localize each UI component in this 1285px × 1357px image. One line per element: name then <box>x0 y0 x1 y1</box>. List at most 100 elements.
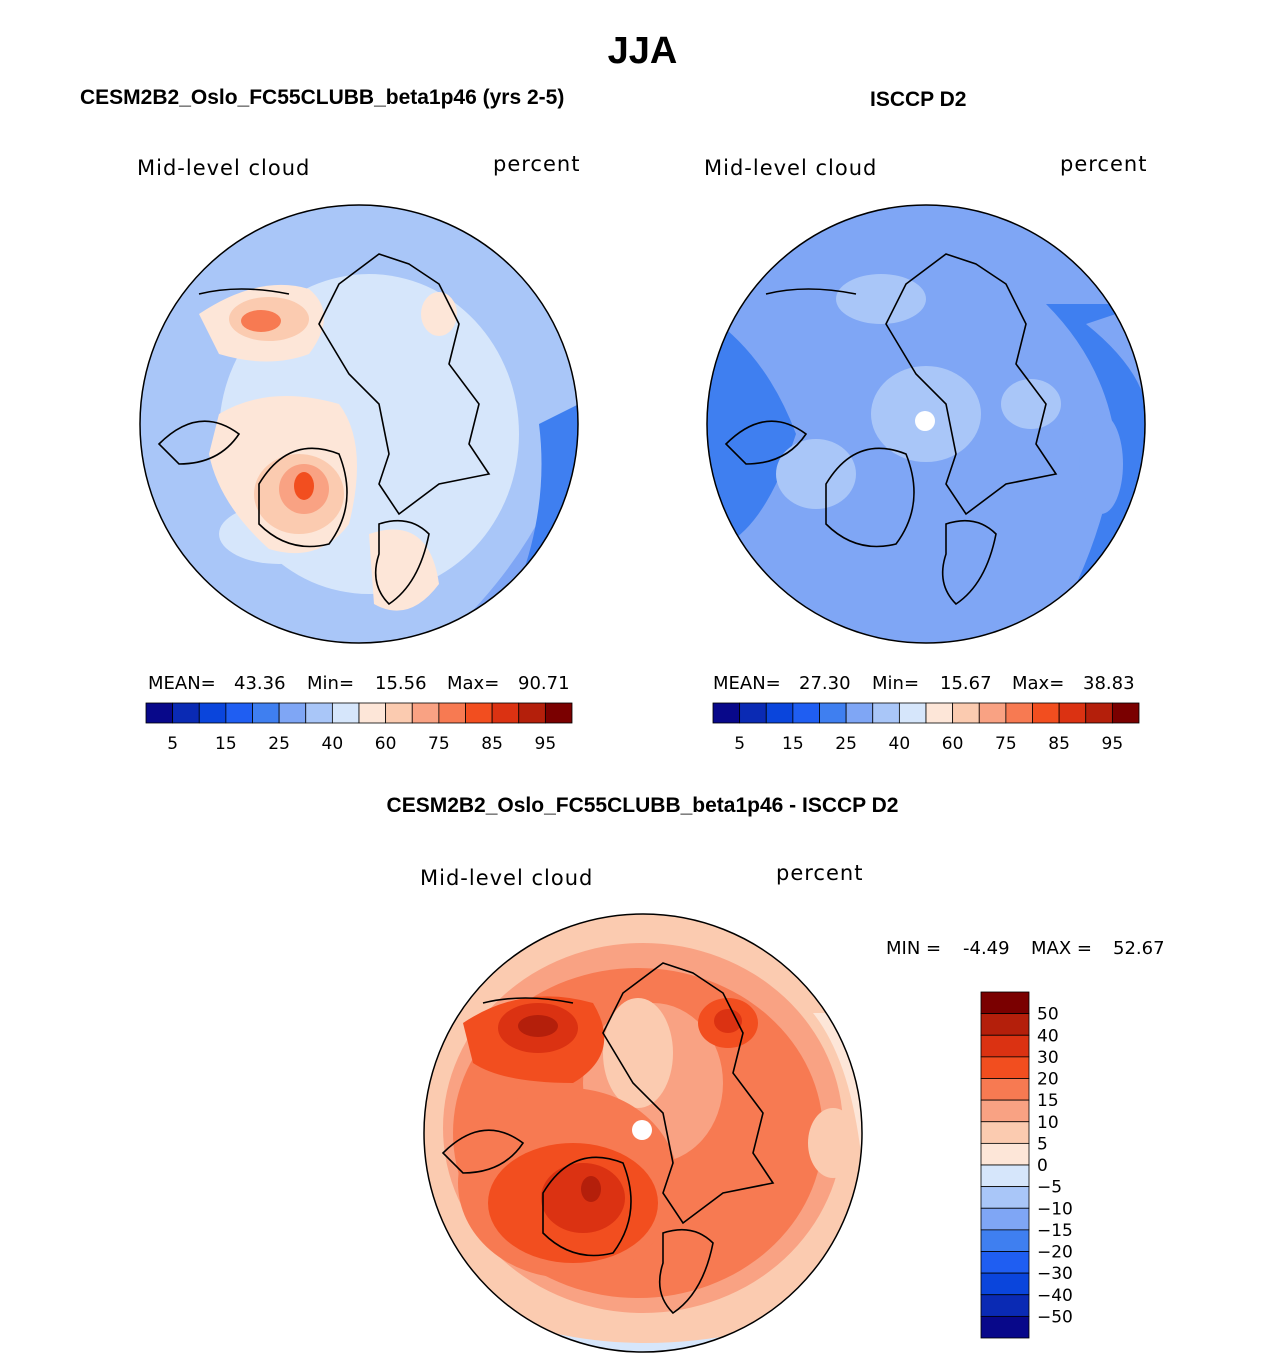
main-title: JJA <box>607 30 678 72</box>
panel1-colorbar-swatch <box>438 702 466 724</box>
panel3-colorbar-tick: 10 <box>1037 1113 1059 1133</box>
panel1-colorbar-swatch <box>544 702 573 724</box>
panel2-colorbar-swatch <box>898 702 927 724</box>
panel1-colorbar-swatch <box>305 702 333 724</box>
panel3-colorbar-swatch <box>980 1186 1030 1209</box>
panel1-colorbar-tick: 5 <box>167 734 178 754</box>
panel2-colorbar-tick: 60 <box>942 734 964 754</box>
panel1-mean-label: MEAN= <box>148 673 216 694</box>
panel2-colorbar-swatch <box>765 702 794 724</box>
panel1-colorbar-swatch <box>225 702 253 724</box>
panel3-colorbar-swatch <box>980 1294 1030 1317</box>
panel3-colorbar-tick: −20 <box>1037 1243 1073 1263</box>
panel1-colorbar-tick: 85 <box>481 734 503 754</box>
panel3-max-label: MAX = <box>1031 938 1092 959</box>
panel2-colorbar-swatch <box>819 702 847 724</box>
panel1-colorbar-tick: 60 <box>375 734 397 754</box>
panel1-colorbar-swatch <box>491 702 520 724</box>
panel3-colorbar-tick: −50 <box>1037 1307 1073 1327</box>
panel2-colorbar-swatch <box>1111 702 1140 724</box>
panel3-colorbar-swatch <box>980 1164 1030 1188</box>
panel3-colorbar-tick: −15 <box>1037 1221 1073 1241</box>
panel3-colorbar-tick: −40 <box>1037 1286 1073 1306</box>
panel3-colorbar-tick: 0 <box>1037 1156 1048 1176</box>
panel3-colorbar-swatch <box>980 991 1030 1015</box>
panel3-colorbar-swatch <box>980 1142 1030 1166</box>
panel1-colorbar-tick: 95 <box>535 734 557 754</box>
panel2-colorbar-swatch <box>1085 702 1113 724</box>
panel2-max-value: 38.83 <box>1083 673 1135 694</box>
panel2-min-value: 15.67 <box>940 673 992 694</box>
panel2-colorbar-swatch <box>952 702 980 724</box>
panel3-colorbar-tick: −10 <box>1037 1199 1073 1219</box>
panel1-variable: Mid-level cloud <box>137 156 311 180</box>
panel2-colorbar: 5 15 25 40 60 75 85 95 <box>712 702 1140 754</box>
panel3-colorbar-swatch <box>980 1121 1030 1144</box>
panel2-mean-value: 27.30 <box>799 673 851 694</box>
panel3-colorbar-tick: −30 <box>1037 1264 1073 1284</box>
panel2-map <box>706 204 1146 644</box>
panel1-colorbar-swatch <box>145 702 174 724</box>
panel2-colorbar-swatch <box>872 702 900 724</box>
panel1-units: percent <box>493 152 581 176</box>
panel1-colorbar-swatch <box>331 702 360 724</box>
panel1-colorbar-swatch <box>172 702 200 724</box>
panel1-colorbar-swatch <box>198 702 227 724</box>
panel1-colorbar-swatch <box>252 702 280 724</box>
panel3-colorbar-tick: −5 <box>1037 1178 1062 1198</box>
panel1-colorbar: 5 15 25 40 60 75 85 95 <box>145 702 573 754</box>
panel3-colorbar-swatch <box>980 1229 1030 1252</box>
panel2-colorbar-tick: 85 <box>1048 734 1070 754</box>
panel3-colorbar-tick: 50 <box>1037 1005 1059 1025</box>
panel3-max-value: 52.67 <box>1113 938 1165 959</box>
panel1-colorbar-swatch <box>278 702 307 724</box>
panel3-colorbar-tick: 30 <box>1037 1048 1059 1068</box>
panel1-colorbar-tick: 40 <box>322 734 344 754</box>
panel3-colorbar-swatch <box>980 1315 1030 1339</box>
panel3-colorbar-swatch <box>980 1272 1030 1296</box>
panel2-colorbar-tick: 40 <box>889 734 911 754</box>
panel2-variable: Mid-level cloud <box>704 156 878 180</box>
panel1-max-label: Max= <box>447 673 500 694</box>
panel2-colorbar-swatch <box>1032 702 1060 724</box>
panel2-colorbar-tick: 15 <box>782 734 804 754</box>
panel2-colorbar-swatch <box>739 702 767 724</box>
panel1-colorbar-tick: 15 <box>215 734 237 754</box>
panel1-colorbar-swatch <box>385 702 413 724</box>
panel1-colorbar-swatch <box>411 702 440 724</box>
panel2-title: ISCCP D2 <box>870 88 967 111</box>
panel1-mean-value: 43.36 <box>234 673 286 694</box>
panel3-colorbar-tick: 15 <box>1037 1091 1059 1111</box>
panel2-colorbar-swatch <box>792 702 820 724</box>
panel2-colorbar-tick: 75 <box>995 734 1017 754</box>
panel2-colorbar-swatch <box>925 702 954 724</box>
panel2-colorbar-tick: 25 <box>835 734 857 754</box>
panel3-colorbar-swatch <box>980 1099 1030 1123</box>
panel3-colorbar-swatch <box>980 1207 1030 1231</box>
panel3-colorbar-swatch <box>980 1251 1030 1274</box>
panel2-colorbar-swatch <box>845 702 874 724</box>
panel3-variable: Mid-level cloud <box>420 866 594 890</box>
panel1-max-value: 90.71 <box>518 673 570 694</box>
panel2-mean-label: MEAN= <box>713 673 781 694</box>
panel1-min-label: Min= <box>307 673 355 694</box>
panel1-colorbar-tick: 75 <box>428 734 450 754</box>
panel2-units: percent <box>1060 152 1148 176</box>
panel3-colorbar-tick: 40 <box>1037 1026 1059 1046</box>
panel2-max-label: Max= <box>1012 673 1065 694</box>
panel1-colorbar-swatch <box>358 702 387 724</box>
panel1-min-value: 15.56 <box>375 673 427 694</box>
panel3-colorbar-swatch <box>980 1078 1030 1101</box>
panel2-colorbar-tick: 95 <box>1102 734 1124 754</box>
panel3-colorbar-swatch <box>980 1013 1030 1036</box>
panel2-colorbar-swatch <box>712 702 741 724</box>
panel3-colorbar-tick: 20 <box>1037 1070 1059 1090</box>
panel1-colorbar-tick: 25 <box>268 734 290 754</box>
panel2-colorbar-swatch <box>1058 702 1087 724</box>
panel3-min-label: MIN = <box>886 938 942 959</box>
panel1-colorbar-swatch <box>518 702 546 724</box>
panel2-min-label: Min= <box>872 673 920 694</box>
panel1-colorbar-swatch <box>465 702 493 724</box>
panel3-title: CESM2B2_Oslo_FC55CLUBB_beta1p46 - ISCCP … <box>386 794 899 817</box>
